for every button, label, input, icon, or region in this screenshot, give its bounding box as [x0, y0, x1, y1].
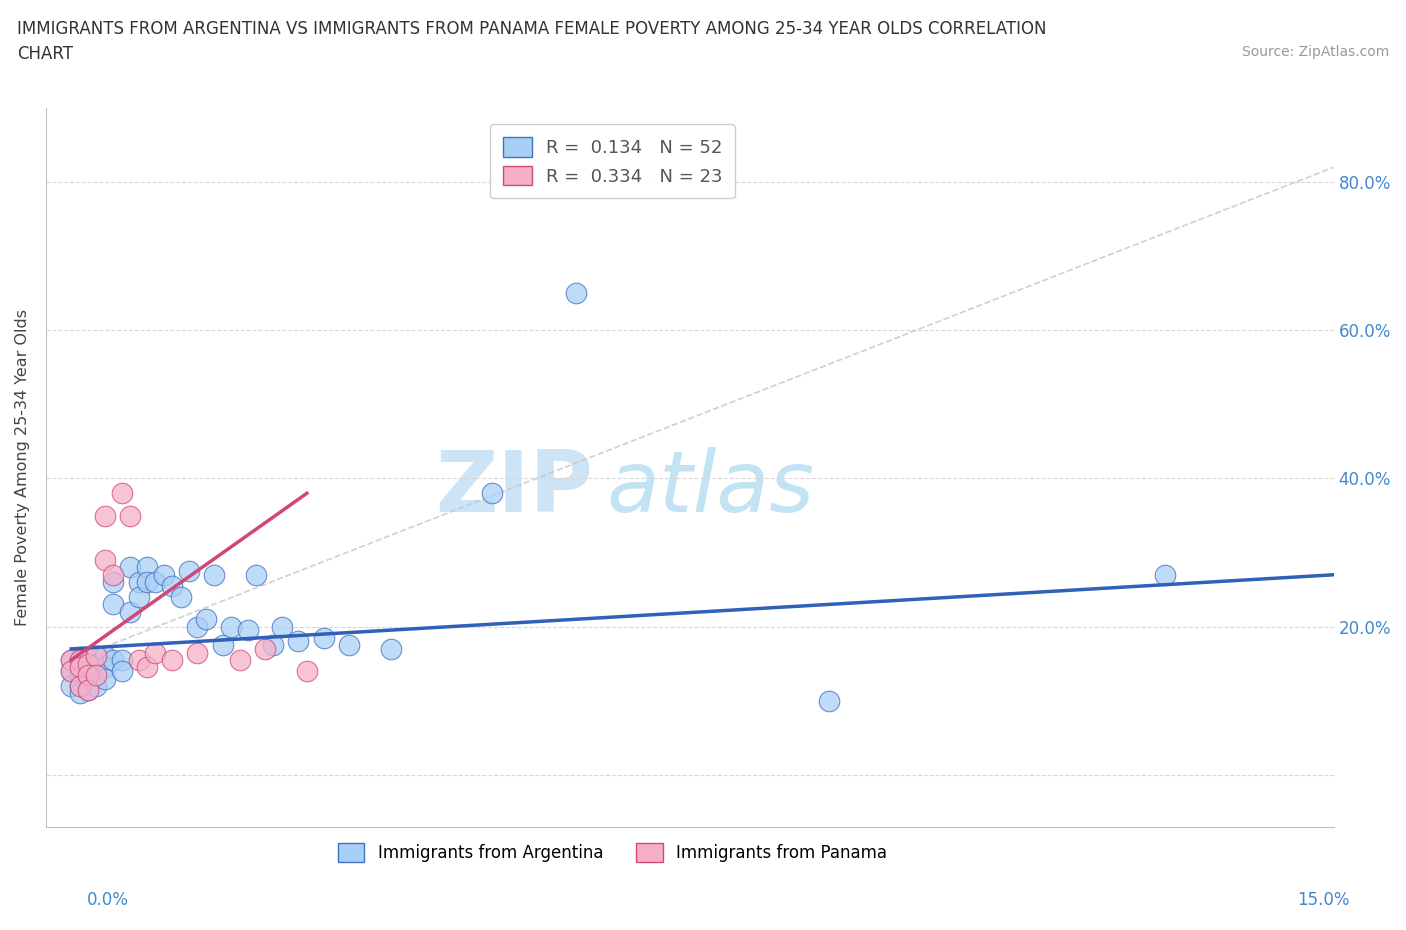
Point	[77, 657, 100, 671]
Point	[136, 560, 159, 575]
Text: 15.0%: 15.0%	[1298, 891, 1350, 909]
Point	[60, 664, 83, 679]
Point	[86, 649, 108, 664]
Point	[103, 567, 125, 582]
Point	[1154, 567, 1177, 582]
Point	[128, 653, 150, 668]
Point	[69, 679, 91, 694]
Point	[86, 649, 108, 664]
Point	[202, 567, 225, 582]
Text: 0.0%: 0.0%	[87, 891, 129, 909]
Point	[186, 645, 208, 660]
Point	[69, 686, 91, 701]
Point	[312, 631, 335, 645]
Y-axis label: Female Poverty Among 25-34 Year Olds: Female Poverty Among 25-34 Year Olds	[15, 309, 30, 626]
Point	[245, 567, 267, 582]
Point	[211, 638, 233, 653]
Point	[481, 485, 503, 500]
Point	[380, 642, 402, 657]
Point	[169, 590, 191, 604]
Point	[103, 575, 125, 590]
Point	[77, 657, 100, 671]
Point	[253, 642, 276, 657]
Point	[60, 664, 83, 679]
Point	[236, 623, 259, 638]
Point	[565, 286, 588, 300]
Text: ZIP: ZIP	[436, 447, 593, 530]
Point	[69, 653, 91, 668]
Text: Source: ZipAtlas.com: Source: ZipAtlas.com	[1241, 45, 1389, 59]
Point	[94, 660, 117, 675]
Point	[94, 552, 117, 567]
Point	[194, 612, 217, 627]
Point	[86, 668, 108, 683]
Point	[60, 653, 83, 668]
Point	[103, 653, 125, 668]
Point	[94, 671, 117, 686]
Point	[60, 653, 83, 668]
Point	[219, 619, 242, 634]
Text: atlas: atlas	[606, 447, 814, 530]
Point	[145, 575, 167, 590]
Point	[69, 668, 91, 683]
Point	[111, 485, 134, 500]
Point	[817, 693, 839, 708]
Point	[103, 597, 125, 612]
Point	[337, 638, 360, 653]
Point	[262, 638, 284, 653]
Point	[128, 590, 150, 604]
Text: IMMIGRANTS FROM ARGENTINA VS IMMIGRANTS FROM PANAMA FEMALE POVERTY AMONG 25-34 Y: IMMIGRANTS FROM ARGENTINA VS IMMIGRANTS …	[17, 20, 1046, 38]
Point	[160, 578, 183, 593]
Point	[69, 653, 91, 668]
Point	[77, 683, 100, 698]
Point	[228, 653, 250, 668]
Text: CHART: CHART	[17, 45, 73, 62]
Point	[69, 679, 91, 694]
Point	[69, 660, 91, 675]
Point	[270, 619, 292, 634]
Point	[69, 660, 91, 675]
Point	[120, 508, 142, 523]
Point	[295, 664, 318, 679]
Point	[145, 645, 167, 660]
Legend: Immigrants from Argentina, Immigrants from Panama: Immigrants from Argentina, Immigrants fr…	[330, 837, 894, 869]
Point	[177, 564, 200, 578]
Point	[94, 508, 117, 523]
Point	[77, 664, 100, 679]
Point	[94, 649, 117, 664]
Point	[77, 683, 100, 698]
Point	[60, 679, 83, 694]
Point	[287, 634, 309, 649]
Point	[86, 657, 108, 671]
Point	[77, 671, 100, 686]
Point	[120, 604, 142, 619]
Point	[77, 668, 100, 683]
Point	[128, 575, 150, 590]
Point	[86, 668, 108, 683]
Point	[120, 560, 142, 575]
Point	[136, 575, 159, 590]
Point	[186, 619, 208, 634]
Point	[160, 653, 183, 668]
Point	[86, 679, 108, 694]
Point	[152, 567, 174, 582]
Point	[111, 664, 134, 679]
Point	[111, 653, 134, 668]
Point	[136, 660, 159, 675]
